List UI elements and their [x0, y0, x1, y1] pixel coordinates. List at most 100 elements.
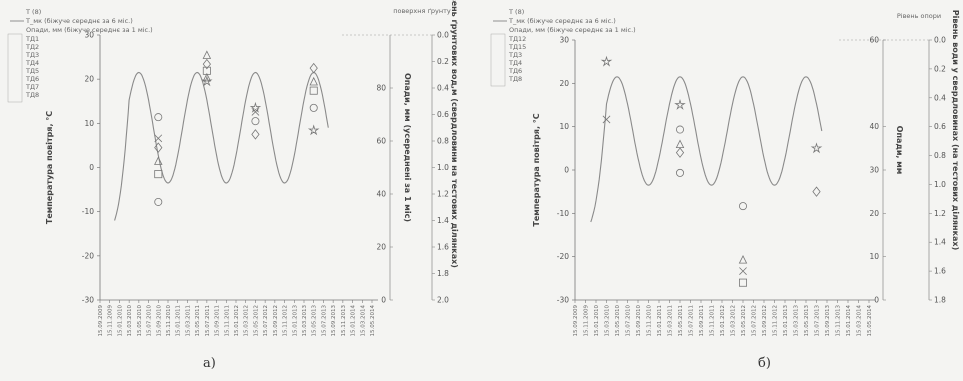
x-tick-label: 15.05.2014: [867, 305, 873, 337]
chart-a-svg: 30 20 10 0 -10 -20 -30 80 60 40 20 0 0.0 0.2 0.4 0.6 0.8…: [7, 0, 460, 337]
data-point-x: [251, 107, 260, 116]
data-point-circle: [675, 168, 684, 177]
data-point-diamond: [154, 142, 163, 153]
x-tick-label: 15.01.2012: [720, 305, 726, 337]
x-tick-label: 15.07.2011: [205, 305, 211, 337]
data-point-triangle: [309, 76, 318, 86]
x-tick-label: 15.01.2013: [292, 305, 298, 337]
x-tick-label: 15.01.2012: [234, 305, 240, 337]
legend-series-label: TД1: [25, 35, 39, 43]
data-point-star: [674, 99, 686, 110]
left-tick-label: 20: [84, 75, 94, 84]
right-tick-label: 0.6: [934, 122, 946, 131]
legend-marker-box: [7, 33, 23, 103]
right-tick-label: 0.8: [437, 137, 449, 146]
legend-series-label: TД15: [508, 43, 526, 51]
right-tick-label: 1.4: [437, 216, 449, 225]
x-tick-label: 15.05.2012: [253, 305, 259, 337]
mid-tick-label: 0: [874, 296, 879, 305]
legend-line-2: Т_мк (біжуче середнє за 6 міс.): [25, 17, 133, 25]
x-tick-label: 15.09.2009: [573, 305, 579, 337]
y-axis-label-mid: Опади, мм: [895, 126, 904, 175]
data-point-triangle: [154, 156, 163, 165]
data-point-star: [810, 142, 823, 154]
data-point-diamond: [812, 186, 821, 197]
x-tick-label: 15.09.2012: [273, 305, 279, 337]
x-tick-label: 15.11.2010: [647, 305, 653, 337]
data-point-star: [600, 55, 613, 67]
mid-tick-label: 20: [376, 243, 386, 252]
data-point-square: [738, 278, 747, 287]
x-tick-label: 15.11.2010: [166, 305, 172, 337]
data-point-diamond: [202, 58, 211, 70]
x-tick-label: 15.01.2014: [351, 305, 357, 337]
legend-series-label: TД5: [25, 67, 39, 75]
data-point-triangle: [202, 72, 212, 82]
right-axis-title: поверхня ґрунту: [393, 7, 451, 15]
x-tick-label: 15.07.2011: [689, 305, 695, 337]
mid-tick-label: 30: [869, 166, 879, 175]
right-tick-label: 1.8: [437, 269, 449, 278]
left-tick-label: -30: [557, 296, 569, 305]
x-tick-label: 15.05.2012: [741, 305, 747, 337]
x-tick-label: 15.03.2013: [794, 305, 800, 337]
data-point-diamond: [675, 147, 685, 158]
legend-series-label: TД3: [508, 51, 522, 59]
data-point-triangle: [202, 50, 212, 59]
legend-series-label: TД6: [25, 75, 39, 83]
legend-series-label: TД12: [508, 35, 526, 43]
data-point-triangle: [738, 255, 748, 264]
x-tick-label: 15.01.2011: [657, 305, 663, 337]
data-point-diamond: [251, 129, 260, 140]
left-tick-label: 30: [84, 31, 94, 40]
y-axis-label-mid: Опади, мм (усереднені за 1 міс): [403, 73, 413, 222]
legend-series-label: TД7: [25, 83, 39, 91]
x-tick-label: 15.09.2012: [762, 305, 768, 337]
right-tick-label: 0.4: [437, 84, 449, 93]
x-tick-label: 15.03.2012: [731, 305, 737, 337]
x-tick-label: 15.01.2013: [783, 305, 789, 337]
x-tick-label: 15.03.2011: [185, 305, 191, 337]
legend-line-3: Опади, мм (біжуче середнє за 1 міс.): [26, 26, 153, 34]
left-tick-label: 0: [564, 166, 569, 175]
legend-series-label: TД3: [25, 51, 39, 59]
legend-line-1: T (8): [508, 8, 524, 16]
data-point-circle: [309, 103, 318, 112]
x-tick-label: 15.05.2010: [137, 305, 143, 337]
right-tick-label: 1.2: [934, 209, 946, 218]
y-axis-label-left: Температура повітря, °С: [531, 113, 541, 226]
legend-series-label: TД4: [508, 59, 522, 67]
y-axis-label-right: Рівень води у свердловинах (на тестових …: [951, 10, 961, 250]
left-tick-label: -10: [557, 209, 569, 218]
x-tick-label: 15.05.2013: [804, 305, 810, 337]
x-tick-label: 15.03.2010: [127, 305, 133, 337]
left-tick-label: 10: [559, 122, 569, 131]
x-tick-label: 15.01.2010: [594, 305, 600, 337]
data-point-star: [307, 124, 320, 136]
right-tick-label: 1.6: [934, 267, 946, 276]
right-axis-title: Рівень опори: [897, 12, 941, 20]
x-tick-label: 15.11.2013: [836, 305, 842, 337]
right-tick-label: 0.6: [437, 110, 449, 119]
x-tick-label: 15.03.2013: [302, 305, 308, 337]
left-tick-label: 10: [84, 119, 94, 128]
legend-marker-box: [490, 33, 506, 87]
x-tick-label: 15.03.2014: [360, 305, 366, 337]
x-tick-label: 15.05.2011: [678, 305, 684, 337]
left-tick-label: 20: [559, 79, 569, 88]
x-tick-label: 15.11.2011: [710, 305, 716, 337]
right-tick-label: 0.4: [934, 93, 946, 102]
panel-label-b: б): [758, 356, 771, 371]
mid-tick-label: 0: [381, 296, 386, 305]
right-tick-label: 1.8: [934, 296, 946, 305]
data-point-circle: [251, 117, 260, 126]
y-axis-label-left: Температура повітря, °С: [44, 111, 54, 224]
x-tick-label: 15.09.2009: [98, 305, 104, 337]
data-point-diamond: [309, 62, 318, 74]
data-point-square: [154, 170, 163, 179]
x-tick-label: 15.11.2012: [283, 305, 289, 337]
right-tick-label: 0.0: [934, 36, 946, 45]
x-tick-label: 15.05.2010: [615, 305, 621, 337]
right-tick-label: 1.4: [934, 238, 946, 247]
legend-line-2: Т_мк (біжуче середнє за 6 міс.): [508, 17, 616, 25]
